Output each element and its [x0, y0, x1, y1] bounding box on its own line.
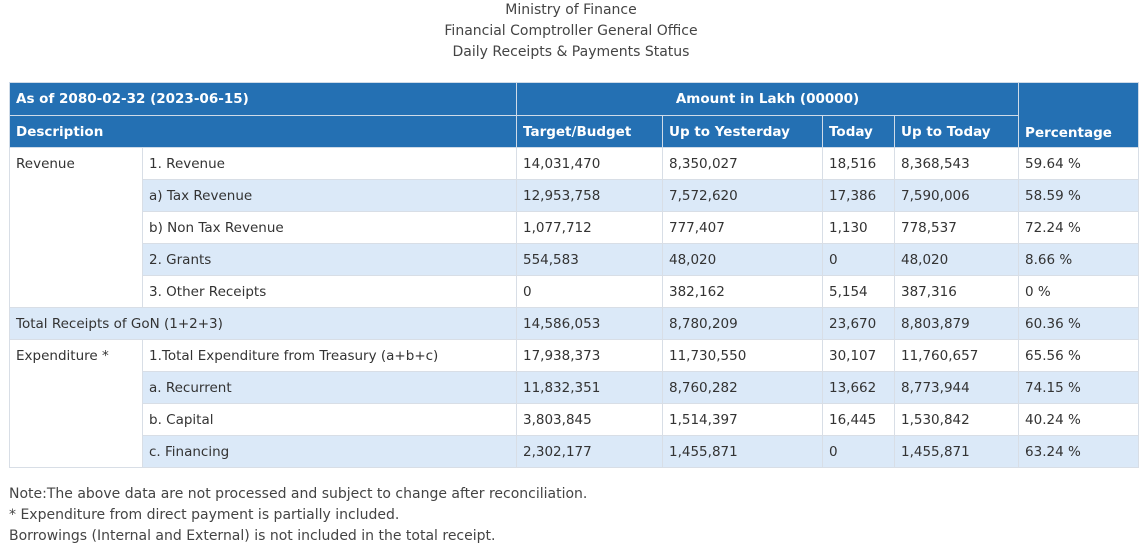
cell-today: 30,107 — [822, 339, 895, 372]
cell-target: 2,302,177 — [516, 435, 663, 468]
note-direct-payment: * Expenditure from direct payment is par… — [9, 507, 400, 523]
report-title: Daily Receipts & Payments Status — [452, 44, 690, 60]
cell-up-to-today: 11,760,657 — [893, 339, 1020, 372]
cell-today: 23,670 — [822, 307, 895, 340]
cell-target: 554,583 — [516, 243, 663, 276]
cell-yesterday: 382,162 — [662, 275, 823, 308]
cell-up-to-today: 387,316 — [893, 275, 1020, 308]
table-row: 2. Grants 554,583 48,020 0 48,020 8.66 % — [10, 243, 1140, 276]
cell-up-to-today: 7,590,006 — [893, 179, 1020, 212]
row-label: c. Financing — [142, 435, 517, 468]
cell-percentage: 40.24 % — [1018, 403, 1140, 436]
cell-yesterday: 8,350,027 — [662, 147, 823, 180]
cell-up-to-today: 778,537 — [893, 211, 1020, 244]
cell-today: 17,386 — [822, 179, 895, 212]
cell-target: 1,077,712 — [516, 211, 663, 244]
row-label: 2. Grants — [142, 243, 517, 276]
cell-target: 14,586,053 — [516, 307, 663, 340]
col-today: Today — [822, 115, 895, 148]
cell-today: 18,516 — [822, 147, 895, 180]
cell-percentage: 0 % — [1018, 275, 1140, 308]
table-row: Revenue 1. Revenue 14,031,470 8,350,027 … — [9, 147, 1140, 308]
cell-percentage: 63.24 % — [1018, 435, 1140, 468]
table-row-total: Total Receipts of GoN (1+2+3) 14,586,053… — [9, 307, 1140, 340]
ministry-title: Ministry of Finance — [505, 2, 637, 18]
row-label: a) Tax Revenue — [142, 179, 517, 212]
cell-percentage: 59.64 % — [1018, 147, 1140, 180]
cell-today: 5,154 — [822, 275, 895, 308]
table-header-row-1: As of 2080-02-32 (2023-06-15) Amount in … — [9, 82, 1140, 148]
office-title: Financial Comptroller General Office — [444, 23, 698, 39]
row-label: b) Non Tax Revenue — [142, 211, 517, 244]
col-description: Description — [9, 115, 517, 148]
cell-today: 16,445 — [822, 403, 895, 436]
group-expenditure: Expenditure * — [9, 339, 143, 468]
table-row: b) Non Tax Revenue 1,077,712 777,407 1,1… — [10, 211, 1140, 244]
cell-yesterday: 7,572,620 — [662, 179, 823, 212]
group-revenue: Revenue — [9, 147, 143, 308]
cell-up-to-today: 1,530,842 — [893, 403, 1020, 436]
amount-unit-header: Amount in Lakh (00000) — [515, 82, 1020, 116]
cell-percentage: 74.15 % — [1018, 371, 1140, 404]
cell-today: 0 — [822, 243, 895, 276]
cell-target: 12,953,758 — [516, 179, 663, 212]
cell-up-to-today: 8,773,944 — [893, 371, 1020, 404]
cell-percentage: 58.59 % — [1018, 179, 1140, 212]
cell-up-to-today: 1,455,871 — [893, 435, 1020, 468]
col-percentage: Percentage — [1018, 82, 1140, 148]
row-label: 1. Revenue — [142, 147, 517, 180]
footnotes: Note:The above data are not processed an… — [9, 484, 587, 547]
total-receipts-label: Total Receipts of GoN (1+2+3) — [9, 307, 517, 340]
row-label: 3. Other Receipts — [142, 275, 517, 308]
report-header: Ministry of Finance Financial Comptrolle… — [0, 0, 1142, 63]
table-row: a. Recurrent 11,832,351 8,760,282 13,662… — [10, 371, 1140, 404]
cell-target: 17,938,373 — [516, 339, 663, 372]
cell-yesterday: 8,780,209 — [662, 307, 823, 340]
col-up-to-yesterday: Up to Yesterday — [662, 115, 823, 148]
row-label: b. Capital — [142, 403, 517, 436]
cell-today: 13,662 — [822, 371, 895, 404]
row-label: 1.Total Expenditure from Treasury (a+b+c… — [142, 339, 517, 372]
cell-yesterday: 1,455,871 — [662, 435, 823, 468]
cell-up-to-today: 8,368,543 — [893, 147, 1020, 180]
cell-up-to-today: 48,020 — [893, 243, 1020, 276]
note-reconciliation: Note:The above data are not processed an… — [9, 486, 588, 502]
cell-target: 0 — [516, 275, 663, 308]
cell-percentage: 8.66 % — [1018, 243, 1140, 276]
cell-yesterday: 8,760,282 — [662, 371, 823, 404]
table-row: c. Financing 2,302,177 1,455,871 0 1,455… — [10, 435, 1140, 468]
table-header-row-2: Description Target/Budget Up to Yesterda… — [9, 115, 1139, 148]
table-row: Expenditure * 1.Total Expenditure from T… — [9, 339, 1140, 468]
cell-percentage: 72.24 % — [1018, 211, 1140, 244]
table-row: a) Tax Revenue 12,953,758 7,572,620 17,3… — [10, 179, 1140, 212]
table-row: b. Capital 3,803,845 1,514,397 16,445 1,… — [10, 403, 1140, 436]
cell-percentage: 60.36 % — [1018, 307, 1140, 340]
table-row: 3. Other Receipts 0 382,162 5,154 387,31… — [10, 275, 1140, 308]
cell-yesterday: 11,730,550 — [662, 339, 823, 372]
cell-today: 0 — [822, 435, 895, 468]
note-borrowings: Borrowings (Internal and External) is no… — [9, 528, 496, 544]
receipts-payments-table: As of 2080-02-32 (2023-06-15) Amount in … — [9, 82, 1140, 468]
cell-yesterday: 1,514,397 — [662, 403, 823, 436]
as-of-date: As of 2080-02-32 (2023-06-15) — [9, 82, 517, 116]
cell-target: 11,832,351 — [516, 371, 663, 404]
cell-yesterday: 48,020 — [662, 243, 823, 276]
col-up-to-today: Up to Today — [893, 115, 1020, 148]
cell-target: 3,803,845 — [516, 403, 663, 436]
cell-target: 14,031,470 — [516, 147, 663, 180]
cell-up-to-today: 8,803,879 — [893, 307, 1020, 340]
cell-yesterday: 777,407 — [662, 211, 823, 244]
col-target-budget: Target/Budget — [516, 115, 663, 148]
cell-percentage: 65.56 % — [1018, 339, 1140, 372]
cell-today: 1,130 — [822, 211, 895, 244]
row-label: a. Recurrent — [142, 371, 517, 404]
